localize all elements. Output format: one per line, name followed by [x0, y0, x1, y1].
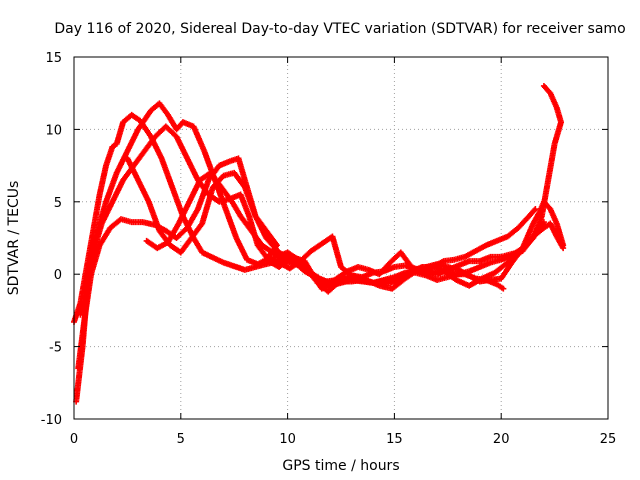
x-tick-label: 10	[279, 432, 296, 447]
data-point	[532, 206, 539, 213]
x-axis-label: GPS time / hours	[282, 458, 399, 474]
plot-frame	[73, 56, 609, 420]
x-tick-label: 20	[493, 432, 510, 447]
x-tick-label: 5	[177, 432, 185, 447]
y-tick-label: -5	[49, 341, 62, 356]
y-tick-label: 15	[45, 51, 62, 66]
data-point	[500, 285, 507, 292]
data-point	[560, 245, 567, 252]
x-tick-label: 15	[386, 432, 403, 447]
y-tick-label: 5	[54, 196, 62, 211]
y-axis-label: SDTVAR / TECUs	[6, 181, 22, 296]
chart-title: Day 116 of 2020, Sidereal Day-to-day VTE…	[54, 21, 625, 37]
x-tick-label: 25	[600, 432, 617, 447]
series-track-f	[143, 169, 507, 292]
data-point	[540, 82, 547, 89]
y-tick-label: 0	[54, 268, 62, 283]
y-tick-label: 10	[45, 123, 62, 138]
data-point	[540, 219, 547, 226]
tick-layer: 0 5 10 15 20 25 -10 -5 0 5 10 15	[41, 51, 617, 447]
x-tick-label: 0	[70, 432, 78, 447]
y-tick-label: -10	[41, 413, 62, 428]
data-layer	[71, 82, 567, 405]
